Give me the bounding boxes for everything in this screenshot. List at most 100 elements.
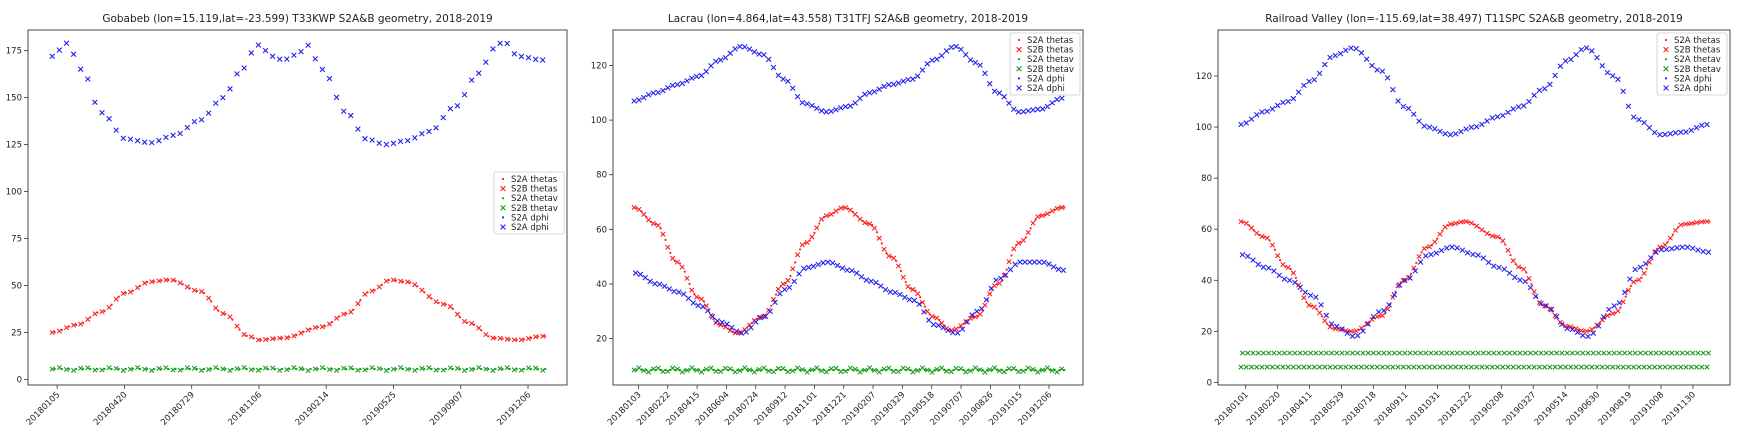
x-tick-label: 20180420: [92, 390, 130, 428]
data-point-s2a-dphi: [1025, 108, 1031, 114]
data-point-s2b-thetav: [1678, 364, 1684, 370]
data-point-s2a-thetas: [174, 279, 177, 282]
data-point-s2b-thetas: [1489, 233, 1495, 239]
data-point-s2b-thetas: [1505, 247, 1511, 253]
data-point-s2a-dphi: [708, 63, 714, 69]
data-point-s2a-dphi: [1609, 73, 1616, 79]
data-point-s2a-dphi: [818, 108, 825, 114]
data-point-s2a-thetas: [501, 337, 504, 340]
data-point-s2b-thetav: [1700, 350, 1706, 356]
data-point-s2b-thetav: [694, 367, 700, 373]
data-point-s2a-dphi: [1615, 76, 1621, 83]
data-point-s2b-thetav: [92, 367, 98, 373]
data-point-s2a-dphi: [940, 324, 946, 331]
data-point-s2b-thetas: [809, 234, 815, 240]
data-point-s2a-dphi: [1017, 259, 1023, 265]
data-point-s2b-thetav: [1512, 350, 1518, 356]
data-point-s2a-thetas: [337, 315, 341, 318]
data-point-s2a-dphi: [901, 294, 908, 301]
data-point-s2b-thetas: [1432, 239, 1438, 245]
data-point-s2b-thetav: [1238, 364, 1244, 370]
data-point-s2a-thetav: [231, 367, 234, 371]
data-point-s2a-thetav: [274, 367, 277, 371]
data-point-s2a-dphi: [1318, 302, 1324, 308]
data-point-s2a-dphi: [220, 94, 226, 101]
data-point-s2b-thetav: [1695, 350, 1701, 356]
data-point-s2b-thetav: [1643, 350, 1649, 356]
data-point-s2b-thetas: [1646, 259, 1652, 265]
data-point-s2b-thetav: [1611, 350, 1617, 356]
data-point-s2a-thetav: [323, 367, 326, 371]
data-point-s2a-thetas: [67, 325, 71, 328]
data-point-s2b-thetav: [1364, 364, 1370, 370]
data-point-s2a-dphi: [680, 291, 687, 297]
data-point-s2a-dphi: [1573, 51, 1579, 58]
data-point-s2a-dphi: [969, 312, 975, 318]
data-point-s2a-thetav: [522, 367, 526, 371]
y-tick-label: 20: [1201, 327, 1212, 337]
data-point-s2b-thetas: [756, 314, 762, 321]
data-point-s2a-dphi: [820, 260, 826, 266]
data-point-s2a-dphi: [823, 109, 830, 115]
data-point-s2b-thetav: [1374, 364, 1380, 370]
data-point-s2a-dphi: [849, 267, 855, 274]
data-point-s2b-thetas: [814, 225, 820, 231]
legend-marker: [1664, 38, 1668, 42]
data-point-s2a-thetas: [1504, 243, 1507, 246]
data-point-s2a-dphi: [717, 57, 724, 63]
data-point-s2a-thetav: [288, 367, 291, 371]
data-point-s2a-thetav: [146, 367, 149, 371]
data-point-s2a-dphi: [690, 300, 697, 306]
data-point-s2a-dphi: [665, 84, 671, 91]
data-point-s2b-thetas: [533, 334, 539, 340]
data-point-s2a-thetas: [487, 335, 490, 338]
data-point-s2b-thetas: [262, 336, 269, 343]
data-point-s2b-thetav: [390, 366, 397, 372]
data-point-s2b-thetav: [1059, 366, 1065, 372]
data-point-s2a-dphi: [1390, 86, 1396, 93]
data-point-s2a-thetas: [871, 223, 874, 226]
data-point-s2b-thetav: [1391, 350, 1397, 356]
data-point-s2a-dphi: [362, 135, 368, 142]
data-point-s2a-dphi: [1327, 54, 1333, 61]
data-point-s2a-dphi: [805, 264, 812, 271]
data-point-s2b-thetas: [1615, 308, 1621, 314]
data-point-s2a-dphi: [1274, 102, 1281, 109]
data-point-s2a-thetas: [866, 222, 869, 225]
x-tick-label: 20190214: [294, 390, 332, 428]
data-point-s2a-dphi: [312, 56, 319, 62]
data-point-s2b-thetav: [433, 367, 439, 373]
data-point-s2b-thetas: [785, 277, 791, 283]
data-point-s2a-thetas: [480, 329, 483, 332]
data-point-s2b-thetas: [698, 296, 705, 302]
data-point-s2a-dphi: [877, 283, 884, 289]
data-point-s2a-dphi: [426, 128, 432, 135]
data-point-s2a-dphi: [1468, 124, 1475, 131]
data-point-s2a-thetas: [1247, 224, 1250, 227]
data-point-s2b-thetav: [742, 365, 748, 371]
data-point-s2a-dphi: [839, 265, 846, 272]
data-point-s2a-dphi: [727, 50, 734, 57]
data-point-s2a-dphi: [1669, 245, 1675, 252]
data-point-s2b-thetas: [742, 327, 748, 333]
data-point-s2a-dphi: [1552, 72, 1558, 79]
data-point-s2b-thetas: [631, 204, 637, 211]
data-point-s2a-thetav: [746, 368, 749, 372]
data-point-s2b-thetav: [1536, 364, 1543, 370]
data-point-s2a-dphi: [868, 278, 874, 285]
data-point-s2a-dphi: [693, 73, 700, 80]
data-point-s2b-thetas: [1515, 264, 1522, 270]
data-point-s2b-thetav: [1416, 364, 1422, 370]
data-point-s2b-thetav: [698, 369, 705, 375]
legend-entry: S2A dphi: [1027, 84, 1065, 94]
data-point-s2a-thetav: [1063, 368, 1066, 372]
data-point-s2b-thetav: [262, 365, 269, 371]
data-point-s2b-thetas: [703, 303, 709, 309]
data-point-s2a-dphi: [1484, 118, 1490, 124]
data-point-s2b-thetav: [376, 365, 382, 372]
y-tick-label: 75: [11, 234, 22, 244]
data-point-s2a-dphi: [1620, 88, 1626, 95]
data-point-s2b-thetav: [1025, 365, 1031, 371]
data-point-s2a-dphi: [77, 66, 84, 72]
data-point-s2a-dphi: [796, 271, 802, 277]
